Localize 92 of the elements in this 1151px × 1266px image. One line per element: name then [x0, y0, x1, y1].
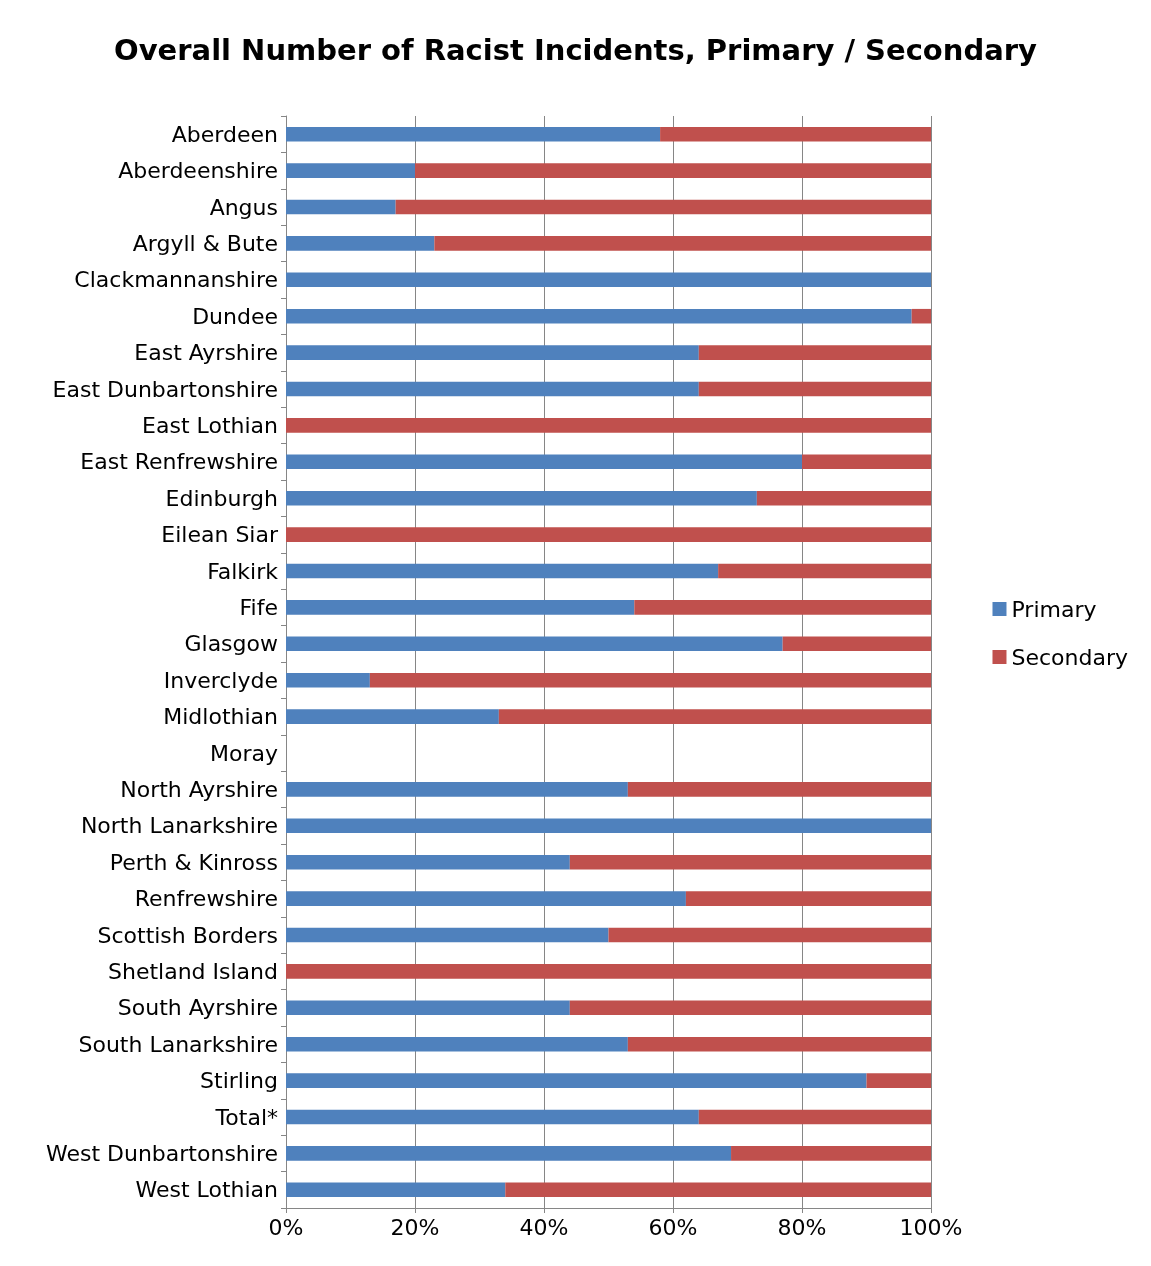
y-tick-label: East Renfrewshire — [80, 449, 278, 475]
bar — [395, 199, 931, 215]
y-tick-label: Fife — [239, 594, 278, 620]
y-tick-label: Glasgow — [184, 631, 278, 657]
bar — [505, 1182, 931, 1198]
y-tick-label: Perth & Kinross — [109, 849, 278, 875]
x-tick-label: 20% — [390, 1214, 440, 1240]
y-tick-label: Renfrewshire — [134, 886, 278, 912]
y-tick-label: West Dunbartonshire — [45, 1140, 278, 1166]
bar — [286, 126, 661, 142]
y-tick-label: Falkirk — [207, 558, 279, 584]
x-tick-label: 80% — [777, 1214, 827, 1240]
bar — [286, 381, 699, 397]
bar — [286, 672, 370, 688]
bar — [634, 600, 931, 615]
x-tick-label: 0% — [268, 1214, 304, 1240]
bar — [698, 345, 931, 360]
bar — [286, 927, 609, 943]
bar — [415, 163, 931, 178]
bar — [286, 1109, 699, 1125]
bar — [286, 563, 719, 579]
y-tick-label: Clackmannanshire — [74, 267, 278, 293]
y-tick-label: Angus — [209, 194, 278, 220]
legend-label: Primary — [1011, 596, 1097, 622]
y-tick-label: Aberdeenshire — [118, 158, 278, 184]
y-tick-label: South Ayrshire — [117, 995, 278, 1021]
y-tick-label: Dundee — [192, 303, 278, 329]
bar — [286, 1146, 732, 1161]
bar — [286, 782, 628, 797]
bar — [286, 272, 931, 288]
y-tick-label: Inverclyde — [163, 667, 278, 693]
bar — [434, 236, 931, 251]
bar — [286, 163, 415, 178]
bar — [286, 1036, 628, 1052]
bar — [569, 854, 931, 870]
y-tick-label: Midlothian — [163, 704, 278, 730]
bar — [608, 927, 931, 943]
y-tick-label: Eilean Siar — [161, 522, 279, 548]
y-tick-label: Scottish Borders — [97, 922, 278, 948]
y-tick-label: East Lothian — [142, 412, 278, 438]
legend-label: Secondary — [1011, 644, 1129, 670]
y-tick-label: Moray — [210, 740, 278, 766]
bar — [660, 126, 931, 142]
bar — [698, 1109, 931, 1125]
y-tick-label: West Lothian — [135, 1177, 278, 1203]
y-tick-label: North Lanarkshire — [80, 813, 278, 839]
bar — [286, 891, 686, 906]
bar — [718, 563, 931, 579]
bar — [286, 1000, 570, 1016]
bar — [627, 1036, 931, 1052]
bar — [569, 1000, 931, 1016]
bar — [685, 891, 931, 906]
y-tick-label: Total* — [214, 1104, 278, 1130]
y-tick-label: South Lanarkshire — [78, 1031, 278, 1057]
bar — [286, 454, 802, 470]
bar — [286, 490, 757, 506]
bar — [286, 1182, 506, 1198]
bar — [286, 199, 396, 215]
x-tick-label: 60% — [648, 1214, 698, 1240]
bar — [286, 308, 912, 324]
bar — [286, 818, 931, 834]
bar — [286, 527, 931, 542]
bar — [286, 1073, 867, 1088]
bar — [866, 1073, 931, 1088]
bar — [286, 418, 931, 433]
bar — [286, 236, 435, 251]
chart-title: Overall Number of Racist Incidents, Primary / Secondary — [114, 32, 1038, 67]
bar — [286, 600, 635, 615]
y-tick-label: Stirling — [200, 1068, 278, 1094]
y-tick-label: North Ayrshire — [120, 776, 278, 802]
y-tick-label: Shetland Island — [107, 958, 278, 984]
x-tick-label: 40% — [519, 1214, 569, 1240]
y-tick-label: Edinburgh — [165, 485, 278, 511]
y-tick-label: East Ayrshire — [134, 340, 278, 366]
bar — [698, 381, 931, 397]
y-tick-label: East Dunbartonshire — [52, 376, 278, 402]
bar — [756, 490, 931, 506]
bar — [286, 345, 699, 360]
bar — [286, 636, 783, 652]
bar — [911, 308, 931, 324]
bar — [286, 709, 499, 724]
bar — [369, 672, 931, 688]
bar — [498, 709, 931, 724]
bar — [286, 854, 570, 870]
bar — [802, 454, 931, 470]
x-tick-label: 100% — [899, 1214, 963, 1240]
bar — [286, 964, 931, 979]
bar — [627, 782, 931, 797]
bar — [782, 636, 931, 652]
y-tick-label: Aberdeen — [171, 121, 278, 147]
bar — [731, 1146, 931, 1161]
y-tick-label: Argyll & Bute — [132, 230, 278, 256]
